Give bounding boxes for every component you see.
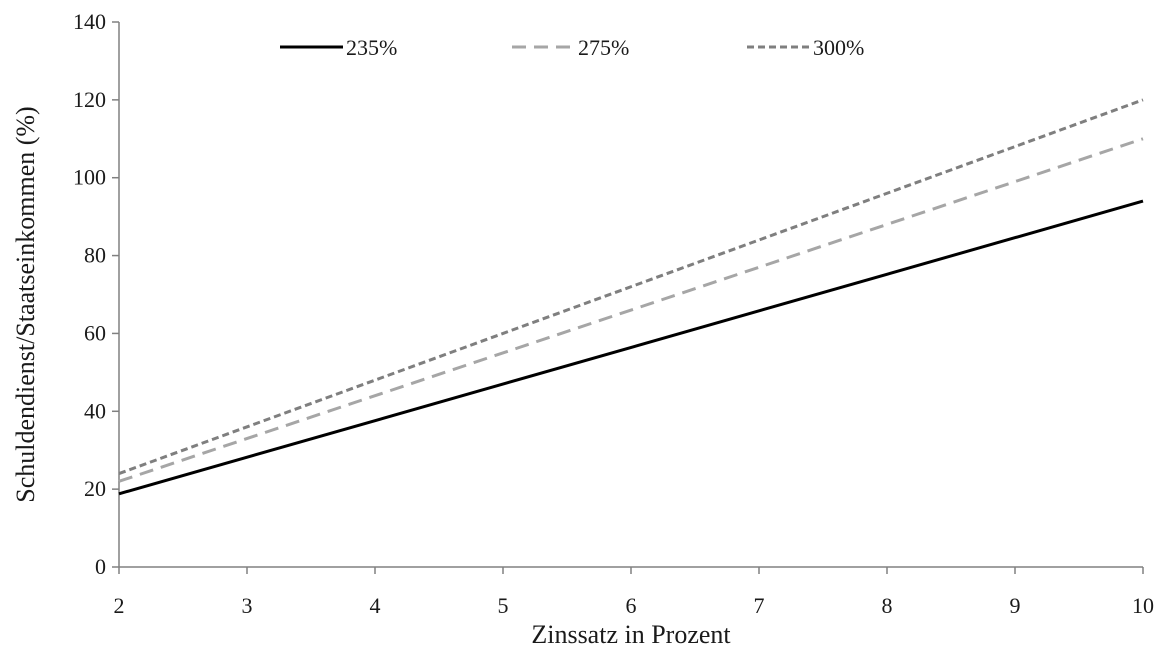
y-axis-title: Schuldendienst/Staatseinkommen (%): [11, 106, 40, 502]
y-tick-label: 20: [84, 476, 106, 501]
series-line: [118, 98, 1144, 475]
x-tick-label: 5: [498, 593, 509, 618]
y-tick-label: 140: [73, 9, 106, 34]
x-axis-ticks: 2 3 4 5 6 7 8 9 10: [114, 567, 1154, 618]
y-axis-ticks: 0 20 40 60 80 100 120 140: [73, 9, 119, 579]
x-tick-label: 3: [242, 593, 253, 618]
y-tick-label: 0: [95, 554, 106, 579]
series-lines: [118, 98, 1144, 496]
x-tick-label: 4: [370, 593, 381, 618]
legend-label: 300%: [813, 35, 864, 60]
x-tick-label: 6: [626, 593, 637, 618]
plot-area: 0 20 40 60 80 100 120 140 2 3 4 5 6 7 8 9 10: [73, 9, 1154, 618]
y-tick-label: 80: [84, 243, 106, 268]
series-line: [118, 199, 1144, 496]
x-tick-label: 7: [754, 593, 765, 618]
x-tick-label: 8: [882, 593, 893, 618]
legend-label: 235%: [346, 35, 397, 60]
x-tick-label: 10: [1132, 593, 1154, 618]
x-axis-title: Zinssatz in Prozent: [531, 620, 731, 649]
y-tick-label: 40: [84, 398, 106, 423]
legend: 235% 275% 300%: [280, 35, 864, 60]
y-tick-label: 60: [84, 320, 106, 345]
legend-label: 275%: [578, 35, 629, 60]
y-tick-label: 120: [73, 87, 106, 112]
x-tick-label: 2: [114, 593, 125, 618]
y-tick-label: 100: [73, 165, 106, 190]
series-line: [118, 137, 1144, 483]
x-tick-label: 9: [1010, 593, 1021, 618]
